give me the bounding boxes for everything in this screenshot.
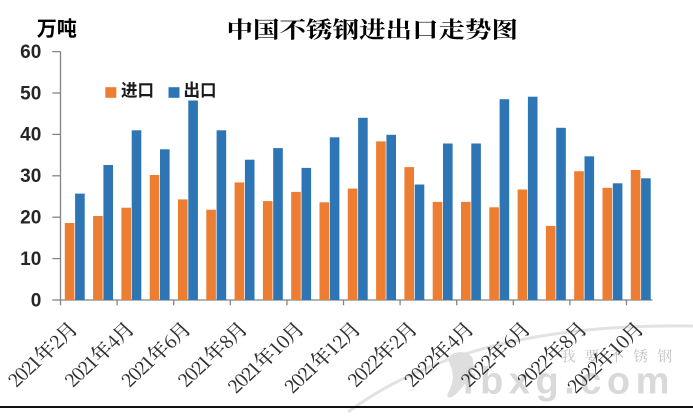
svg-text:0: 0 — [31, 290, 42, 311]
svg-text:fbxg.com: fbxg.com — [462, 361, 675, 403]
svg-text:60: 60 — [20, 42, 41, 63]
svg-text:10: 10 — [20, 249, 41, 270]
svg-text:20: 20 — [20, 208, 41, 229]
svg-text:40: 40 — [20, 125, 41, 146]
svg-text:50: 50 — [20, 83, 41, 104]
svg-text:30: 30 — [20, 166, 41, 187]
